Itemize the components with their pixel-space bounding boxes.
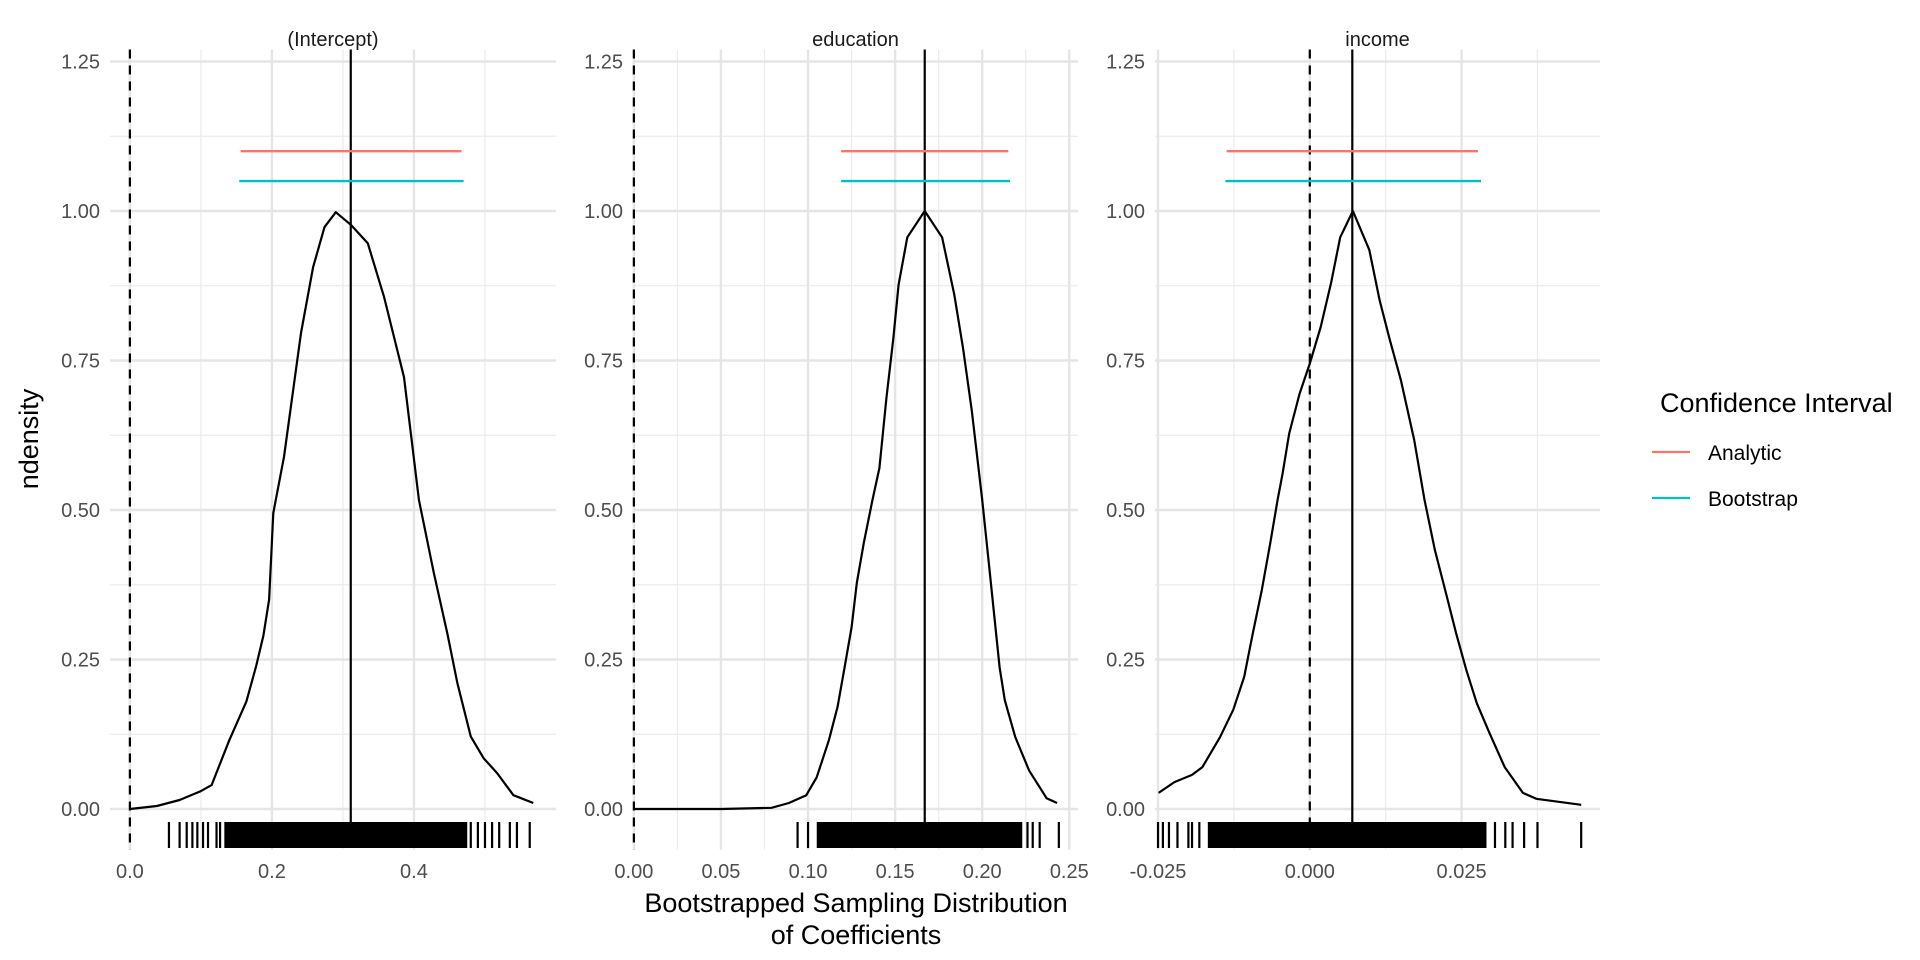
legend-item-analytic[interactable]: Analytic <box>1652 442 1782 465</box>
rug <box>796 822 1060 848</box>
facet-title: (Intercept) <box>287 29 378 51</box>
x-tick-label: 0.000 <box>1285 861 1335 883</box>
rug-dense-band <box>816 822 1023 848</box>
x-tick-label: 0.25 <box>1050 861 1089 883</box>
x-tick-label: 0.4 <box>400 861 428 883</box>
y-tick-label: 1.25 <box>1106 52 1145 74</box>
x-tick-label: 0.025 <box>1437 861 1487 883</box>
y-tick-label: 0.75 <box>584 351 623 373</box>
y-tick-label: 0.25 <box>584 650 623 672</box>
x-tick-label: 0.15 <box>876 861 915 883</box>
x-tick-label: 0.0 <box>116 861 144 883</box>
density-curve <box>129 211 534 811</box>
x-tick-label: 0.00 <box>614 861 653 883</box>
facet-title: income <box>1345 29 1409 51</box>
y-tick-label: 0.75 <box>1106 351 1145 373</box>
x-tick-label: 0.20 <box>963 861 1002 883</box>
y-tick-label: 0.00 <box>584 799 623 821</box>
density-curve <box>633 209 1058 811</box>
legend: Confidence Interval Analytic Bootstrap <box>1652 388 1893 511</box>
y-tick-label: 0.75 <box>61 351 100 373</box>
y-tick-label: 1.25 <box>61 52 100 74</box>
y-tick-label: 0.50 <box>584 500 623 522</box>
x-tick-label: -0.025 <box>1130 861 1187 883</box>
rug-dense-band <box>224 822 468 848</box>
legend-label-analytic: Analytic <box>1708 442 1782 465</box>
density-curve <box>1157 209 1582 806</box>
y-tick-label: 0.50 <box>61 500 100 522</box>
x-axis-title-line1: Bootstrapped Sampling Distribution <box>644 888 1067 918</box>
rug-dense-band <box>1207 822 1487 848</box>
y-tick-label: 0.25 <box>1106 650 1145 672</box>
x-tick-label: 0.05 <box>701 861 740 883</box>
x-axis-title-line2: of Coefficients <box>771 920 942 950</box>
rug <box>1156 822 1583 848</box>
legend-title: Confidence Interval <box>1660 388 1893 418</box>
panels-layer: 0.00 0.25 0.50 0.75 1.00 1.25 0.0 0.2 0.4 (Interc… <box>61 29 1600 883</box>
y-tick-label: 1.25 <box>584 52 623 74</box>
y-tick-label: 0.50 <box>1106 500 1145 522</box>
panel-0: 0.00 0.25 0.50 0.75 1.00 1.25 0.0 0.2 0.4 (Interc… <box>61 29 556 883</box>
y-tick-label: 1.00 <box>61 201 100 223</box>
y-tick-label: 0.00 <box>1106 799 1145 821</box>
rug <box>167 822 531 848</box>
panel-1: 0.00 0.25 0.50 0.75 1.00 1.25 0.00 0.05 0.10 0.15… <box>584 29 1089 883</box>
legend-item-bootstrap[interactable]: Bootstrap <box>1652 488 1798 511</box>
panel-2: 0.00 0.25 0.50 0.75 1.00 1.25 -0.025 0.000 0.025… <box>1106 29 1600 883</box>
x-tick-label: 0.2 <box>258 861 286 883</box>
facet-title: education <box>812 29 899 51</box>
y-tick-label: 0.00 <box>61 799 100 821</box>
y-axis-title: ndensity <box>14 388 44 489</box>
legend-label-bootstrap: Bootstrap <box>1708 488 1798 511</box>
y-tick-label: 1.00 <box>584 201 623 223</box>
x-tick-label: 0.10 <box>789 861 828 883</box>
y-tick-label: 1.00 <box>1106 201 1145 223</box>
y-tick-label: 0.25 <box>61 650 100 672</box>
